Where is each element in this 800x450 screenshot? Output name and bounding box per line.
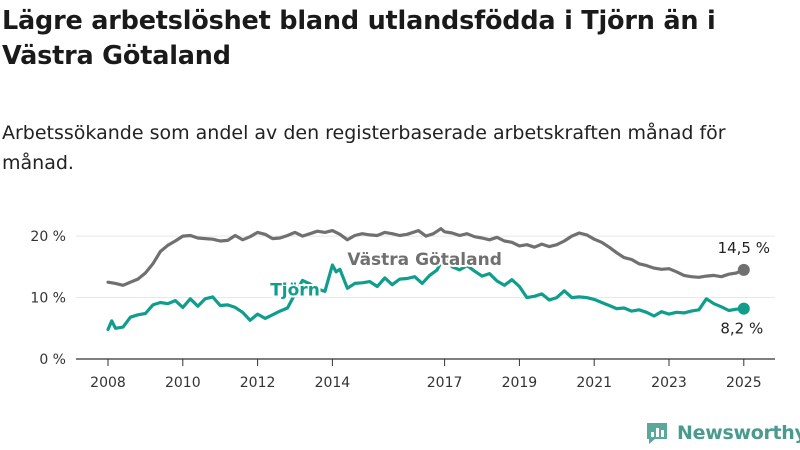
x-tick-label: 2021 [576, 375, 612, 391]
y-tick-label: 10 % [30, 291, 66, 307]
x-tick-label: 2019 [502, 375, 538, 391]
x-tick-label: 2023 [651, 375, 687, 391]
end-point-tjorn [737, 302, 750, 315]
y-axis: 0 % 10 % 20 % [30, 229, 66, 368]
x-tick-label: 2010 [165, 375, 201, 391]
y-tick-label: 20 % [30, 229, 66, 245]
series-name-label: Tjörn [270, 281, 320, 301]
x-tick-label: 2025 [726, 375, 762, 391]
end-point-vastra-gotaland [737, 263, 750, 276]
series-lines [106, 227, 750, 332]
line-chart: 0 % 10 % 20 % 2008 2010 2012 2014 2017 2019 2021… [30, 227, 775, 391]
x-tick-label: 2012 [240, 375, 276, 391]
x-axis: 2008 2010 2012 2014 2017 2019 2021 2023 2025 [90, 359, 762, 391]
brand-name: Newsworthy [677, 422, 800, 444]
chart-title: Lägre arbetslöshet bland utlandsfödda i … [2, 6, 716, 71]
series-line-tjorn [106, 253, 746, 332]
end-value-label: 14,5 % [718, 239, 770, 257]
series-labels: 14,5 % Västra Götaland 8,2 % Tjörn [268, 239, 770, 338]
x-tick-label: 2017 [427, 375, 463, 391]
chart-subtitle: Arbetssökande som andel av den registerb… [2, 122, 726, 174]
y-tick-label: 0 % [39, 352, 66, 368]
brand[interactable]: Newsworthy [645, 419, 800, 447]
x-tick-label: 2008 [90, 375, 126, 391]
series-name-label: Västra Götaland [347, 250, 502, 270]
x-tick-label: 2014 [315, 375, 351, 391]
end-value-label: 8,2 % [720, 320, 763, 338]
newsworthy-logo-icon [645, 421, 669, 445]
series-line-vastra-gotaland [106, 227, 746, 287]
